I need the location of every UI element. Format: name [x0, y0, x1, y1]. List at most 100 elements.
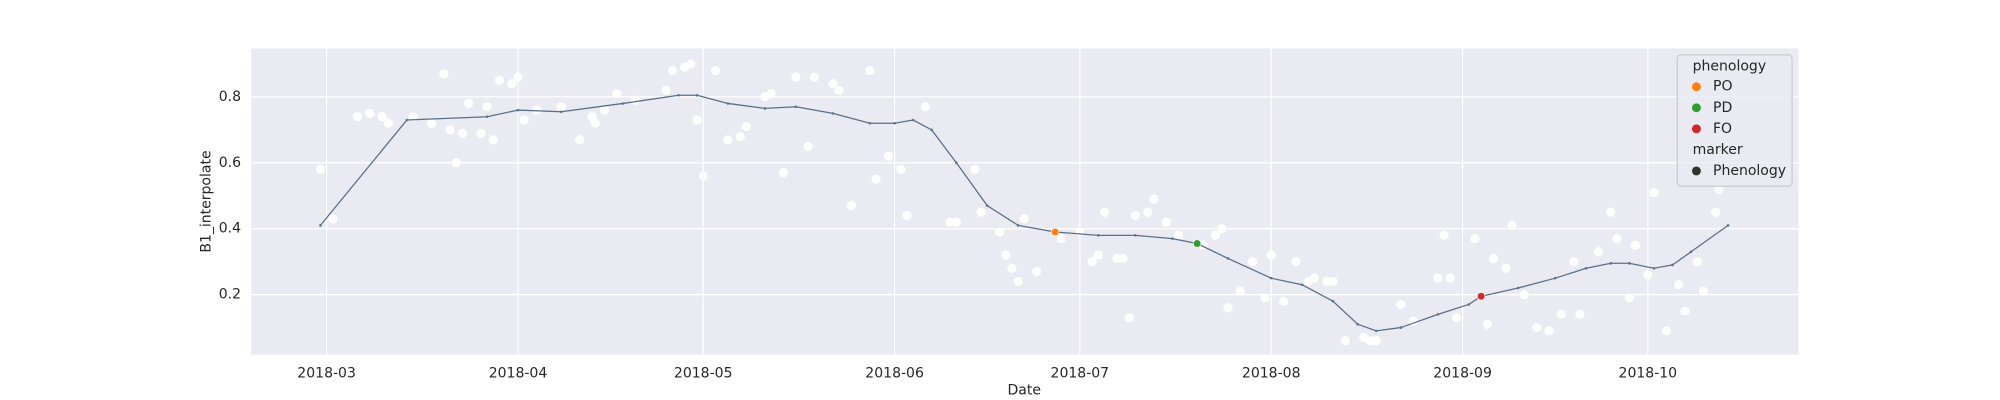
observation-point [1507, 220, 1517, 231]
observation-point [1371, 336, 1381, 346]
observation-point [1612, 234, 1622, 244]
observation-point [1278, 296, 1289, 306]
line-vertex [1356, 323, 1359, 326]
observation-point [1143, 207, 1153, 217]
observation-point [1470, 234, 1480, 244]
line-vertex [911, 118, 915, 122]
observation-point [1075, 227, 1085, 237]
observation-point [1630, 240, 1641, 250]
observation-point [735, 131, 745, 142]
observation-point [590, 118, 600, 128]
line-vertex [621, 102, 625, 105]
x-tick-label: 2018-06 [865, 366, 924, 382]
line-vertex [1016, 224, 1020, 227]
line-vertex [1467, 303, 1471, 306]
y-tick-label: 0.8 [219, 89, 241, 105]
observation-point [951, 217, 961, 227]
plot-background [251, 48, 1799, 355]
line-vertex [1689, 250, 1693, 254]
y-tick-label: 0.4 [219, 221, 241, 237]
observation-point [1408, 316, 1418, 326]
legend-box [1676, 54, 1793, 187]
observation-point [630, 95, 640, 105]
line-vertex [1171, 237, 1174, 240]
legend: phenology PO PD FO marker Phenology [1676, 54, 1793, 187]
observation-point [1714, 184, 1724, 194]
observation-point [791, 72, 801, 82]
observation-point [667, 65, 677, 76]
observation-point [692, 115, 702, 125]
observation-point [834, 85, 844, 95]
observation-point [464, 98, 474, 109]
line-vertex [1331, 299, 1335, 303]
observation-point [970, 164, 980, 174]
observation-point [698, 171, 708, 181]
line-vertex [1516, 286, 1520, 290]
x-tick-label: 2018-04 [489, 366, 548, 382]
observation-point [408, 112, 418, 122]
line-vertex [955, 161, 958, 165]
observation-point [556, 102, 566, 112]
observation-point [531, 105, 542, 115]
phenology-point [1050, 227, 1060, 237]
observation-point [1451, 313, 1462, 323]
observation-point [1661, 326, 1671, 336]
line-vertex [1584, 266, 1588, 270]
x-tick-label: 2018-09 [1433, 366, 1492, 382]
x-tick-label: 2018-08 [1242, 366, 1301, 382]
line-vertex [726, 102, 730, 105]
observation-point [507, 79, 517, 89]
observation-point [1149, 194, 1159, 204]
observation-point [1235, 286, 1245, 296]
line-vertex [1671, 263, 1674, 267]
observation-point [1674, 280, 1684, 290]
phenology-point [1192, 239, 1202, 248]
observation-point [1692, 257, 1702, 267]
x-axis-label: Date [1007, 382, 1041, 398]
observation-point [494, 75, 505, 86]
observation-point [1223, 303, 1233, 313]
observation-point [352, 112, 363, 122]
line-vertex [1269, 276, 1273, 280]
line-vertex [559, 110, 563, 114]
line-vertex [1726, 224, 1730, 227]
line-vertex [1134, 234, 1137, 237]
legend-label: PO [1713, 79, 1732, 95]
observation-point [1569, 257, 1579, 267]
observation-point [883, 151, 894, 161]
observation-point [778, 168, 789, 178]
x-tick-label: 2018-05 [674, 366, 733, 382]
line-vertex [868, 121, 872, 125]
observation-point [1260, 293, 1270, 303]
observation-point [1099, 207, 1110, 217]
x-tick-label: 2018-07 [1051, 366, 1110, 382]
observation-point [1593, 247, 1604, 257]
observation-point [1001, 250, 1011, 260]
observation-point [1309, 273, 1320, 283]
observation-point [1056, 234, 1066, 244]
line-vertex [794, 105, 798, 109]
observation-point [1013, 276, 1023, 287]
observation-point [439, 69, 449, 79]
line-vertex [1652, 266, 1656, 270]
observation-point [519, 115, 529, 125]
y-tick-label: 0.2 [219, 287, 241, 303]
line-vertex [1609, 262, 1613, 265]
observation-point [1340, 336, 1350, 346]
line-vertex [831, 112, 835, 115]
observation-point [1433, 273, 1443, 283]
observation-point [723, 135, 733, 145]
observation-point [1248, 257, 1258, 267]
observation-point [315, 164, 326, 174]
observation-point [457, 128, 468, 138]
observation-point [902, 210, 912, 221]
line-vertex [516, 108, 520, 112]
observation-point [1328, 276, 1338, 287]
line-vertex [319, 224, 322, 227]
observation-point [865, 65, 875, 76]
observation-point [1124, 313, 1134, 323]
observation-point [612, 89, 622, 99]
observation-point [920, 102, 931, 112]
